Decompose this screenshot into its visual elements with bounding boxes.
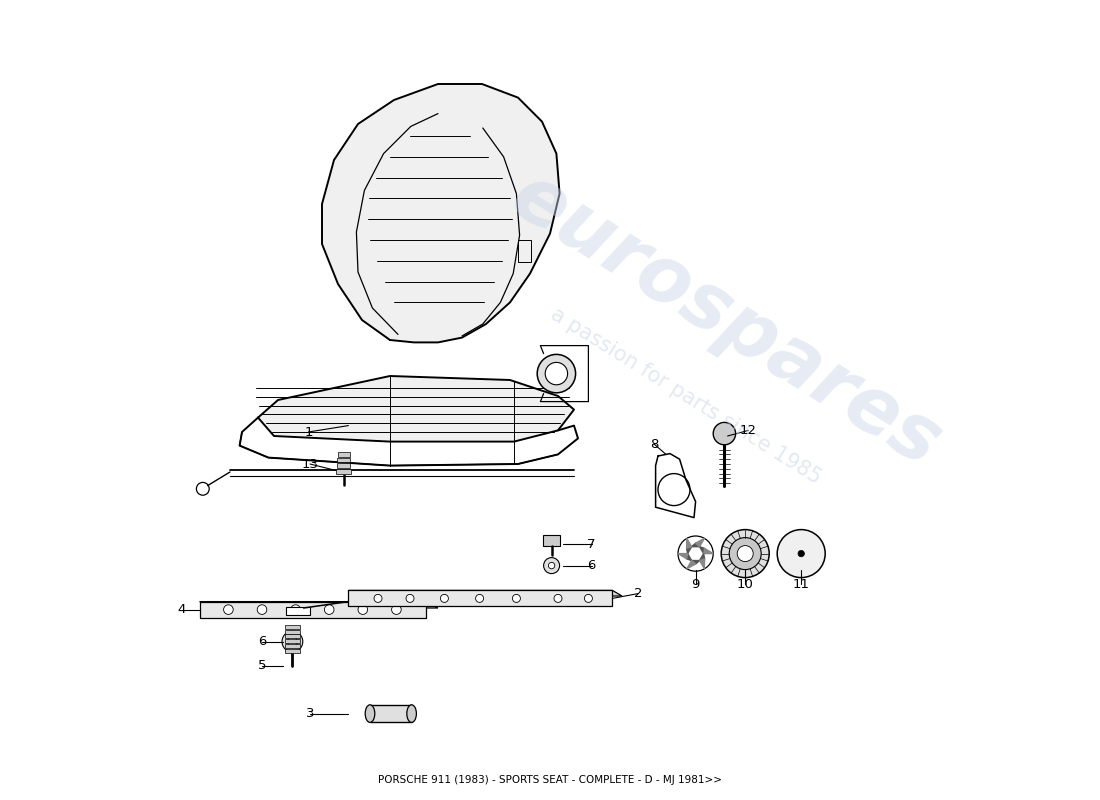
Polygon shape [322,84,560,342]
Circle shape [287,637,297,646]
Polygon shape [199,602,426,618]
Polygon shape [700,546,705,554]
Circle shape [392,605,402,614]
Polygon shape [686,561,695,569]
Bar [370,705,411,722]
Circle shape [537,354,575,393]
Circle shape [543,558,560,574]
Text: 8: 8 [650,438,658,450]
Polygon shape [686,538,692,549]
Circle shape [513,594,520,602]
Polygon shape [349,590,622,596]
Polygon shape [258,376,574,442]
Text: 10: 10 [737,578,754,590]
Bar [337,463,351,468]
Polygon shape [704,549,713,554]
Text: PORSCHE 911 (1983) - SPORTS SEAT - COMPLETE - D - MJ 1981>>: PORSCHE 911 (1983) - SPORTS SEAT - COMPL… [378,775,722,785]
Polygon shape [199,602,438,608]
Text: 6: 6 [587,559,596,572]
Bar [286,607,310,615]
Circle shape [257,605,267,614]
Circle shape [290,605,300,614]
Text: 4: 4 [178,603,186,616]
Circle shape [546,362,568,385]
Polygon shape [695,538,704,546]
Ellipse shape [407,705,417,722]
Bar [285,639,299,643]
Bar [338,452,350,457]
Text: 11: 11 [793,578,810,590]
Polygon shape [678,554,688,558]
Text: 9: 9 [692,578,700,590]
Text: a passion for parts since 1985: a passion for parts since 1985 [547,304,825,488]
Polygon shape [686,546,692,554]
Bar [542,535,560,546]
Polygon shape [692,561,700,564]
Circle shape [374,594,382,602]
Circle shape [358,605,367,614]
Circle shape [688,546,704,562]
Ellipse shape [365,705,375,722]
Bar [337,469,351,474]
Circle shape [406,594,414,602]
Text: eurospares: eurospares [497,158,955,482]
Circle shape [549,562,554,569]
Circle shape [282,631,303,652]
Bar [518,240,531,262]
Bar [285,644,299,648]
Circle shape [475,594,484,602]
Text: 6: 6 [257,635,266,648]
Bar [285,649,299,653]
Circle shape [722,530,769,578]
Text: 2: 2 [634,587,642,600]
Text: 12: 12 [740,424,757,437]
Circle shape [324,605,334,614]
Polygon shape [349,590,613,606]
Bar [285,634,299,638]
Text: 5: 5 [257,659,266,672]
Circle shape [584,594,593,602]
Text: 1: 1 [304,426,312,438]
Circle shape [737,546,754,562]
Polygon shape [700,554,705,561]
Bar [285,625,299,629]
Circle shape [778,530,825,578]
Polygon shape [700,558,705,569]
Circle shape [554,594,562,602]
Circle shape [729,538,761,570]
Bar [285,630,299,634]
Polygon shape [686,554,692,561]
Text: 7: 7 [587,538,596,550]
Circle shape [798,550,804,557]
Text: 3: 3 [306,707,315,720]
Polygon shape [692,543,700,546]
Circle shape [713,422,736,445]
Circle shape [440,594,449,602]
Text: 13: 13 [301,458,319,470]
Circle shape [223,605,233,614]
Bar [338,458,350,462]
